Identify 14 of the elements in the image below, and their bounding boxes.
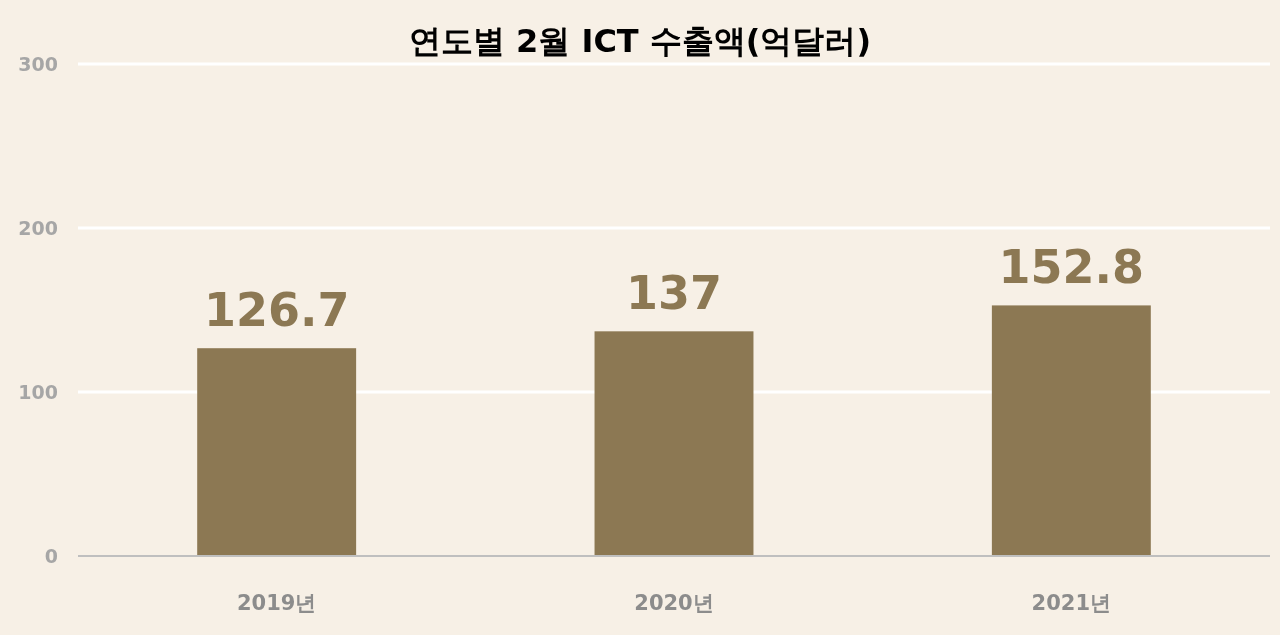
bar: [991, 305, 1151, 556]
x-tick-label: 2021년: [1031, 591, 1112, 615]
y-tick-label: 100: [18, 381, 58, 403]
data-label: 152.8: [998, 240, 1145, 295]
data-label: 137: [625, 266, 723, 321]
data-label: 126.7: [203, 283, 350, 338]
bar: [594, 331, 754, 556]
y-tick-label: 0: [44, 545, 58, 567]
y-tick-label: 200: [18, 217, 58, 239]
x-tick-label: 2019년: [236, 591, 317, 615]
x-tick-label: 2020년: [634, 591, 714, 615]
y-tick-label: 300: [18, 53, 58, 75]
bar: [197, 348, 357, 556]
chart-title: 연도별 2월 ICT 수출액(억달러): [408, 22, 872, 60]
